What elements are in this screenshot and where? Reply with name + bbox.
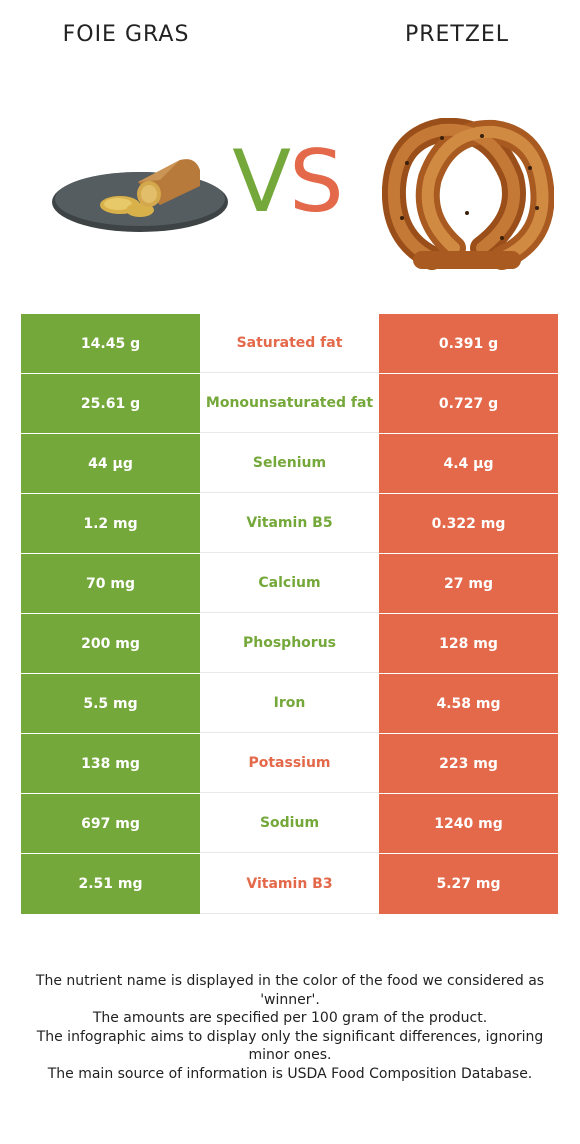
table-row: 5.5 mg Iron 4.58 mg <box>21 674 558 734</box>
nutrient-name-cell: Calcium <box>200 554 379 613</box>
nutrient-name-cell: Vitamin B3 <box>200 854 379 914</box>
left-food-title: FOIE GRAS <box>62 22 190 47</box>
table-row: 70 mg Calcium 27 mg <box>21 554 558 614</box>
pretzel-image <box>382 118 554 270</box>
nutrient-name-cell: Iron <box>200 674 379 733</box>
nutrient-name-cell: Phosphorus <box>200 614 379 673</box>
footer-line: The main source of information is USDA F… <box>47 1065 533 1082</box>
table-row: 14.45 g Saturated fat 0.391 g <box>21 314 558 374</box>
left-value-cell: 2.51 mg <box>21 854 200 914</box>
right-value-cell: 4.58 mg <box>379 674 558 733</box>
table-row: 2.51 mg Vitamin B3 5.27 mg <box>21 854 558 914</box>
left-value-cell: 70 mg <box>21 554 200 613</box>
nutrient-name-cell: Vitamin B5 <box>200 494 379 553</box>
right-value-cell: 1240 mg <box>379 794 558 853</box>
left-value-cell: 200 mg <box>21 614 200 673</box>
nutrient-name-cell: Potassium <box>200 734 379 793</box>
right-value-cell: 0.322 mg <box>379 494 558 553</box>
left-value-cell: 138 mg <box>21 734 200 793</box>
right-value-cell: 27 mg <box>379 554 558 613</box>
nutrient-name-cell: Monounsaturated fat <box>200 374 379 433</box>
vs-letter-s: S <box>289 132 344 232</box>
right-value-cell: 4.4 µg <box>379 434 558 493</box>
left-value-cell: 25.61 g <box>21 374 200 433</box>
footer-notes: The nutrient name is displayed in the co… <box>18 972 562 1083</box>
table-row: 200 mg Phosphorus 128 mg <box>21 614 558 674</box>
table-row: 138 mg Potassium 223 mg <box>21 734 558 794</box>
table-row: 1.2 mg Vitamin B5 0.322 mg <box>21 494 558 554</box>
table-row: 25.61 g Monounsaturated fat 0.727 g <box>21 374 558 434</box>
right-value-cell: 0.727 g <box>379 374 558 433</box>
right-value-cell: 0.391 g <box>379 314 558 373</box>
nutrient-name-cell: Sodium <box>200 794 379 853</box>
right-value-cell: 5.27 mg <box>379 854 558 914</box>
left-value-cell: 1.2 mg <box>21 494 200 553</box>
vs-logo: VS <box>222 132 352 232</box>
left-value-cell: 14.45 g <box>21 314 200 373</box>
right-food-title: PRETZEL <box>404 22 510 47</box>
footer-line: The infographic aims to display only the… <box>36 1028 544 1064</box>
table-row: 697 mg Sodium 1240 mg <box>21 794 558 854</box>
foie-gras-image <box>52 159 228 232</box>
right-value-cell: 223 mg <box>379 734 558 793</box>
left-value-cell: 5.5 mg <box>21 674 200 733</box>
footer-line: The amounts are specified per 100 gram o… <box>92 1010 488 1026</box>
table-row: 44 µg Selenium 4.4 µg <box>21 434 558 494</box>
nutrient-name-cell: Saturated fat <box>200 314 379 373</box>
footer-line: The nutrient name is displayed in the co… <box>35 973 545 1008</box>
vs-letter-v: V <box>232 132 291 232</box>
nutrient-name-cell: Selenium <box>200 434 379 493</box>
right-value-cell: 128 mg <box>379 614 558 673</box>
nutrient-comparison-table: 14.45 g Saturated fat 0.391 g 25.61 g Monoun… <box>21 314 558 914</box>
left-value-cell: 44 µg <box>21 434 200 493</box>
left-value-cell: 697 mg <box>21 794 200 853</box>
